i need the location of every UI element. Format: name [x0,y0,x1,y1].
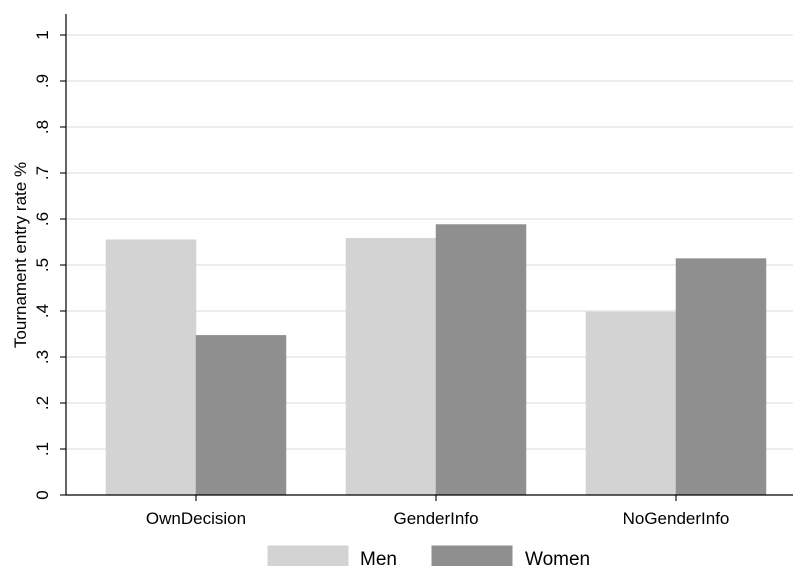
legend-label-men: Men [360,549,397,566]
legend-label-women: Women [525,549,590,566]
y-tick-label: 0 [33,490,52,499]
y-tick-label: .2 [33,396,52,410]
bar-women-nogenderinfo [675,258,767,496]
x-tick-label: GenderInfo [393,509,478,528]
y-tick-label: .5 [33,258,52,272]
y-tick-label: .8 [33,120,52,134]
y-tick-label: .4 [33,304,52,318]
axes [65,14,793,496]
bar-women-owndecision [195,335,287,496]
y-tick-label: .3 [33,350,52,364]
x-ticks: OwnDecision GenderInfo NoGenderInfo [146,495,729,528]
bar-men-genderinfo [345,238,437,496]
bar-men-owndecision [105,239,197,496]
y-tick-label: .1 [33,442,52,456]
y-tick-label: .7 [33,166,52,180]
legend: Men Women [267,545,590,566]
y-tick-label: .6 [33,212,52,226]
x-tick-label: NoGenderInfo [623,509,730,528]
bar-men-nogenderinfo [585,311,677,496]
legend-swatch-women [431,545,513,566]
legend-swatch-men [267,545,349,566]
bar-women-genderinfo [435,224,527,496]
y-axis-title: Tournament entry rate % [11,162,30,348]
y-tick-label: 1 [33,30,52,39]
y-tick-label: .9 [33,74,52,88]
y-ticks: 0 .1 .2 .3 .4 .5 .6 .7 .8 .9 1 [33,30,66,500]
x-tick-label: OwnDecision [146,509,246,528]
